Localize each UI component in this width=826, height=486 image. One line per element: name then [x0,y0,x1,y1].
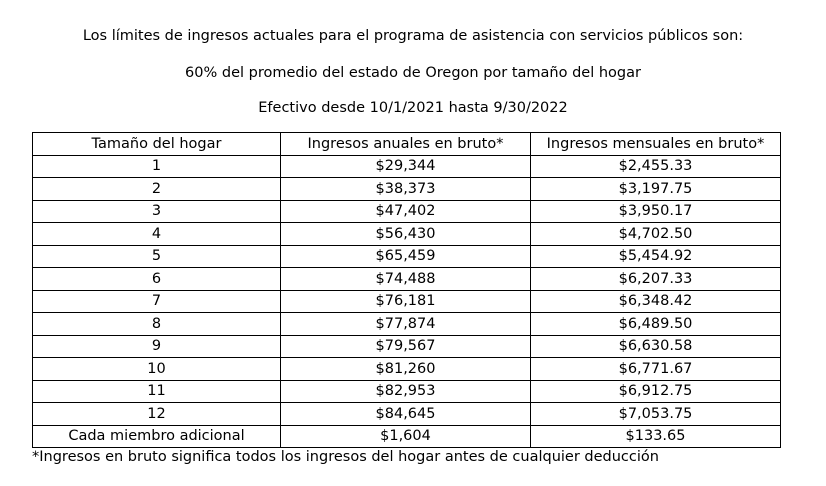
household-size-cell: Cada miembro adicional [32,424,281,448]
income-limits-table: Tamaño del hogar Ingresos anuales en bru… [32,132,781,448]
monthly-income-cell: $3,197.75 [530,177,781,201]
household-size-cell: 5 [32,244,281,268]
intro-heading: Los límites de ingresos actuales para el… [82,28,744,44]
household-size-cell: 10 [32,357,281,381]
annual-income-cell: $65,459 [280,244,531,268]
household-size-cell: 9 [32,334,281,358]
column-header-annual-income: Ingresos anuales en bruto* [280,132,531,156]
gross-income-footnote: *Ingresos en bruto significa todos los i… [32,449,659,465]
household-size-cell: 4 [32,222,281,246]
table-row: 4 $56,430 $4,702.50 [32,222,781,246]
annual-income-cell: $77,874 [280,312,531,336]
monthly-income-cell: $6,630.58 [530,334,781,358]
annual-income-cell: $29,344 [280,154,531,178]
table-row: 1 $29,344 $2,455.33 [32,154,781,178]
table-row: 9 $79,567 $6,630.58 [32,334,781,358]
household-size-cell: 2 [32,177,281,201]
annual-income-cell: $1,604 [280,424,531,448]
annual-income-cell: $84,645 [280,402,531,426]
household-size-cell: 6 [32,267,281,291]
table-row: 5 $65,459 $5,454.92 [32,244,781,268]
monthly-income-cell: $133.65 [530,424,781,448]
table-header-row: Tamaño del hogar Ingresos anuales en bru… [32,132,781,156]
table-row: 6 $74,488 $6,207.33 [32,267,781,291]
annual-income-cell: $47,402 [280,199,531,223]
monthly-income-cell: $2,455.33 [530,154,781,178]
annual-income-cell: $79,567 [280,334,531,358]
annual-income-cell: $38,373 [280,177,531,201]
monthly-income-cell: $6,771.67 [530,357,781,381]
table-row: 10 $81,260 $6,771.67 [32,357,781,381]
monthly-income-cell: $4,702.50 [530,222,781,246]
household-size-cell: 7 [32,289,281,313]
annual-income-cell: $81,260 [280,357,531,381]
annual-income-cell: $56,430 [280,222,531,246]
monthly-income-cell: $6,489.50 [530,312,781,336]
monthly-income-cell: $6,207.33 [530,267,781,291]
monthly-income-cell: $7,053.75 [530,402,781,426]
column-header-monthly-income: Ingresos mensuales en bruto* [530,132,781,156]
table-row: 12 $84,645 $7,053.75 [32,402,781,426]
household-size-cell: 1 [32,154,281,178]
annual-income-cell: $76,181 [280,289,531,313]
annual-income-cell: $74,488 [280,267,531,291]
effective-dates-heading: Efectivo desde 10/1/2021 hasta 9/30/2022 [258,100,568,116]
subtitle-heading: 60% del promedio del estado de Oregon po… [185,65,641,81]
monthly-income-cell: $3,950.17 [530,199,781,223]
table-row: 11 $82,953 $6,912.75 [32,379,781,403]
household-size-cell: 8 [32,312,281,336]
table-row: 7 $76,181 $6,348.42 [32,289,781,313]
table-row: 3 $47,402 $3,950.17 [32,199,781,223]
household-size-cell: 12 [32,402,281,426]
annual-income-cell: $82,953 [280,379,531,403]
monthly-income-cell: $5,454.92 [530,244,781,268]
table-row: 8 $77,874 $6,489.50 [32,312,781,336]
monthly-income-cell: $6,348.42 [530,289,781,313]
monthly-income-cell: $6,912.75 [530,379,781,403]
table-row-additional-member: Cada miembro adicional $1,604 $133.65 [32,424,781,448]
column-header-household-size: Tamaño del hogar [32,132,281,156]
table-row: 2 $38,373 $3,197.75 [32,177,781,201]
household-size-cell: 11 [32,379,281,403]
household-size-cell: 3 [32,199,281,223]
